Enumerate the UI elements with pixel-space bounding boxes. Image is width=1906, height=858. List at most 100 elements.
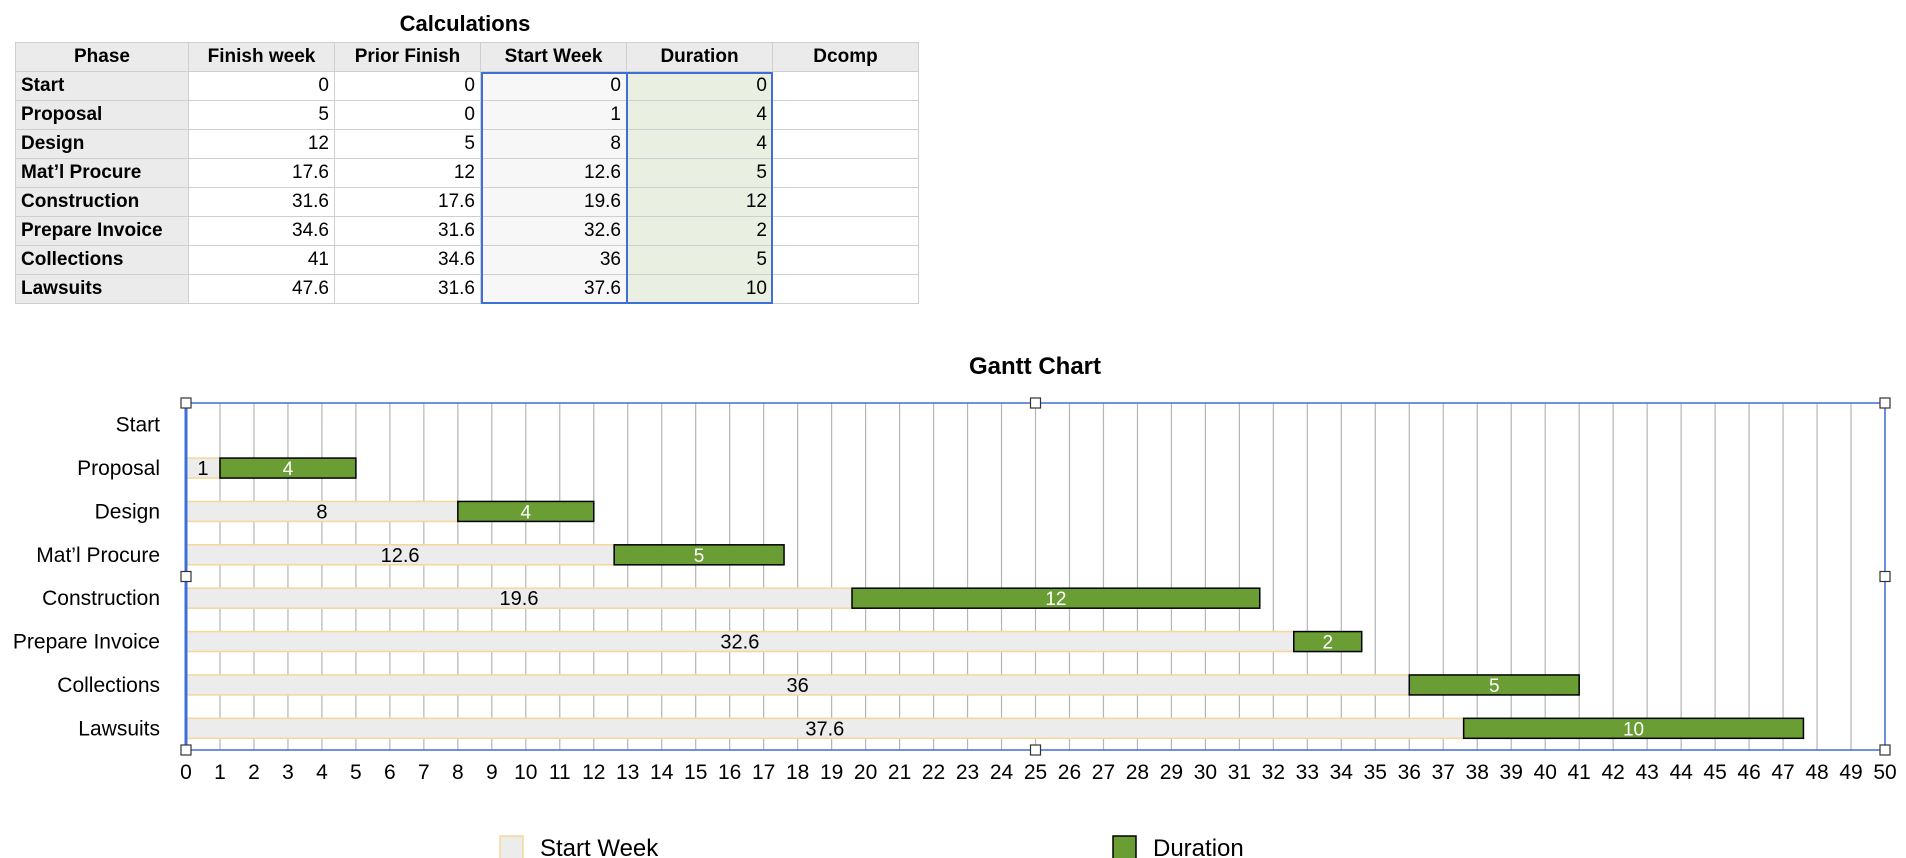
duration-cell[interactable]: 4 <box>626 100 773 130</box>
duration-cell[interactable]: 5 <box>626 245 773 275</box>
duration-value-label: 4 <box>283 459 294 480</box>
prior-finish-cell[interactable]: 12 <box>334 158 481 188</box>
finish-week-cell[interactable]: 41 <box>188 245 335 275</box>
duration-value-label: 5 <box>1489 676 1500 697</box>
dcomp-cell[interactable] <box>772 71 919 101</box>
start-week-cell[interactable]: 0 <box>480 71 627 101</box>
chart-selection-frame[interactable] <box>180 397 1891 756</box>
finish-week-cell[interactable]: 34.6 <box>188 216 335 246</box>
y-category-label: Design <box>95 500 160 523</box>
x-tick-label: 37 <box>1432 761 1455 784</box>
x-tick-label: 10 <box>514 761 537 784</box>
phase-cell[interactable]: Collections <box>15 245 189 275</box>
resize-handle[interactable] <box>180 744 192 756</box>
duration-cell[interactable]: 0 <box>626 71 773 101</box>
prior-finish-cell[interactable]: 34.6 <box>334 245 481 275</box>
start-week-cell[interactable]: 37.6 <box>480 274 627 304</box>
chart-gridlines <box>185 403 1886 750</box>
table-row: Proposal 5 0 1 4 <box>15 100 919 130</box>
x-tick-label: 13 <box>616 761 639 784</box>
header-dcomp[interactable]: Dcomp <box>772 42 919 72</box>
chart-legend: Start Week Duration <box>499 835 1244 858</box>
phase-cell[interactable]: Proposal <box>15 100 189 130</box>
resize-handle[interactable] <box>1879 397 1891 409</box>
duration-cell[interactable]: 5 <box>626 158 773 188</box>
y-category-label: Collections <box>57 674 160 697</box>
start-week-value-label: 12.6 <box>381 545 420 567</box>
prior-finish-cell[interactable]: 31.6 <box>334 274 481 304</box>
x-tick-label: 5 <box>350 761 362 784</box>
table-row: Design 12 5 8 4 <box>15 129 919 159</box>
x-tick-label: 24 <box>990 761 1014 784</box>
legend-label: Start Week <box>540 835 659 858</box>
resize-handle[interactable] <box>180 570 192 583</box>
duration-cell[interactable]: 4 <box>626 129 773 159</box>
duration-bar <box>1292 630 1363 653</box>
resize-handle[interactable] <box>1879 744 1891 756</box>
x-tick-label: 27 <box>1092 761 1115 784</box>
dcomp-cell[interactable] <box>772 187 919 217</box>
chart-bars: 1 4 8 4 12.6 5 19.6 12 32.6 2 36 5 37.6 10 <box>185 457 1805 740</box>
x-tick-label: 39 <box>1500 761 1523 784</box>
finish-week-cell[interactable]: 0 <box>188 71 335 101</box>
finish-week-cell[interactable]: 47.6 <box>188 274 335 304</box>
duration-cell[interactable]: 10 <box>626 274 773 304</box>
start-week-cell[interactable]: 19.6 <box>480 187 627 217</box>
x-tick-label: 12 <box>582 761 605 784</box>
resize-handle[interactable] <box>1029 744 1042 756</box>
table-row: Prepare Invoice 34.6 31.6 32.6 2 <box>15 216 919 246</box>
dcomp-cell[interactable] <box>772 274 919 304</box>
phase-cell[interactable]: Prepare Invoice <box>15 216 189 246</box>
table-row: Mat’l Procure 17.6 12 12.6 5 <box>15 158 919 188</box>
phase-cell[interactable]: Design <box>15 129 189 159</box>
y-category-label: Construction <box>42 587 160 610</box>
x-tick-label: 34 <box>1330 761 1354 784</box>
duration-value-label: 5 <box>694 546 705 567</box>
x-tick-label: 14 <box>650 761 674 784</box>
phase-cell[interactable]: Construction <box>15 187 189 217</box>
header-prior-finish[interactable]: Prior Finish <box>334 42 481 72</box>
start-week-value-label: 36 <box>787 675 809 697</box>
header-duration[interactable]: Duration <box>626 42 773 72</box>
phase-cell[interactable]: Mat’l Procure <box>15 158 189 188</box>
phase-cell[interactable]: Lawsuits <box>15 274 189 304</box>
header-phase[interactable]: Phase <box>15 42 189 72</box>
x-tick-label: 17 <box>752 761 775 784</box>
start-week-cell[interactable]: 36 <box>480 245 627 275</box>
y-category-label: Mat’l Procure <box>36 544 160 567</box>
finish-week-cell[interactable]: 12 <box>188 129 335 159</box>
x-tick-label: 0 <box>180 761 192 784</box>
header-start-week[interactable]: Start Week <box>480 42 627 72</box>
dcomp-cell[interactable] <box>772 158 919 188</box>
duration-bar <box>457 500 595 523</box>
x-tick-label: 33 <box>1296 761 1319 784</box>
phase-cell[interactable]: Start <box>15 71 189 101</box>
prior-finish-cell[interactable]: 0 <box>334 71 481 101</box>
prior-finish-cell[interactable]: 17.6 <box>334 187 481 217</box>
resize-handle[interactable] <box>180 397 192 409</box>
x-tick-label: 28 <box>1126 761 1149 784</box>
x-tick-label: 19 <box>820 761 843 784</box>
table-header-row: Phase Finish week Prior Finish Start Wee… <box>15 42 919 72</box>
finish-week-cell[interactable]: 5 <box>188 100 335 130</box>
x-tick-label: 45 <box>1703 761 1726 784</box>
chart-y-labels: Start Proposal Design Mat’l Procure Construc… <box>13 414 160 741</box>
resize-handle[interactable] <box>1879 570 1891 583</box>
start-week-cell[interactable]: 32.6 <box>480 216 627 246</box>
start-week-cell[interactable]: 8 <box>480 129 627 159</box>
header-finish-week[interactable]: Finish week <box>188 42 335 72</box>
duration-value-label: 12 <box>1045 589 1066 610</box>
duration-bar <box>851 587 1261 609</box>
x-tick-label: 6 <box>384 761 396 784</box>
start-week-cell[interactable]: 1 <box>480 100 627 130</box>
duration-bar <box>1462 717 1805 740</box>
resize-handle[interactable] <box>1029 397 1042 409</box>
x-tick-label: 1 <box>214 761 226 784</box>
duration-cell[interactable]: 2 <box>626 216 773 246</box>
x-tick-label: 43 <box>1635 761 1658 784</box>
dcomp-cell[interactable] <box>772 100 919 130</box>
x-tick-label: 15 <box>684 761 707 784</box>
duration-value-label: 2 <box>1322 633 1333 654</box>
finish-week-cell[interactable]: 31.6 <box>188 187 335 217</box>
